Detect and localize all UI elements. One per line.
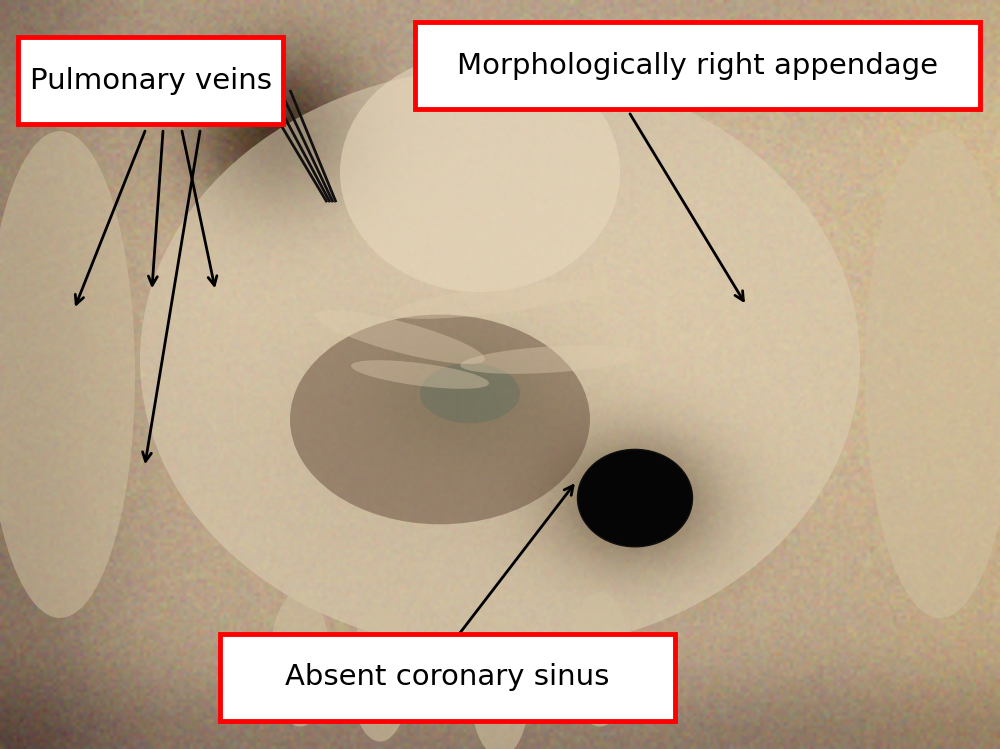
Ellipse shape — [392, 280, 608, 319]
Ellipse shape — [290, 315, 590, 524]
Ellipse shape — [470, 622, 530, 749]
Text: Absent coronary sinus: Absent coronary sinus — [285, 664, 610, 691]
Ellipse shape — [315, 310, 485, 364]
Bar — [220, 634, 675, 721]
Ellipse shape — [570, 592, 630, 727]
Ellipse shape — [578, 449, 692, 547]
Ellipse shape — [420, 363, 520, 423]
Ellipse shape — [350, 607, 410, 742]
Text: Morphologically right appendage: Morphologically right appendage — [457, 52, 938, 79]
Ellipse shape — [0, 131, 135, 618]
Ellipse shape — [460, 345, 640, 374]
Bar — [18, 37, 283, 124]
Bar — [415, 22, 980, 109]
Ellipse shape — [340, 52, 620, 292]
Ellipse shape — [351, 360, 489, 389]
Ellipse shape — [140, 67, 860, 652]
Ellipse shape — [270, 592, 330, 727]
Text: Pulmonary veins: Pulmonary veins — [30, 67, 272, 94]
Ellipse shape — [865, 131, 1000, 618]
